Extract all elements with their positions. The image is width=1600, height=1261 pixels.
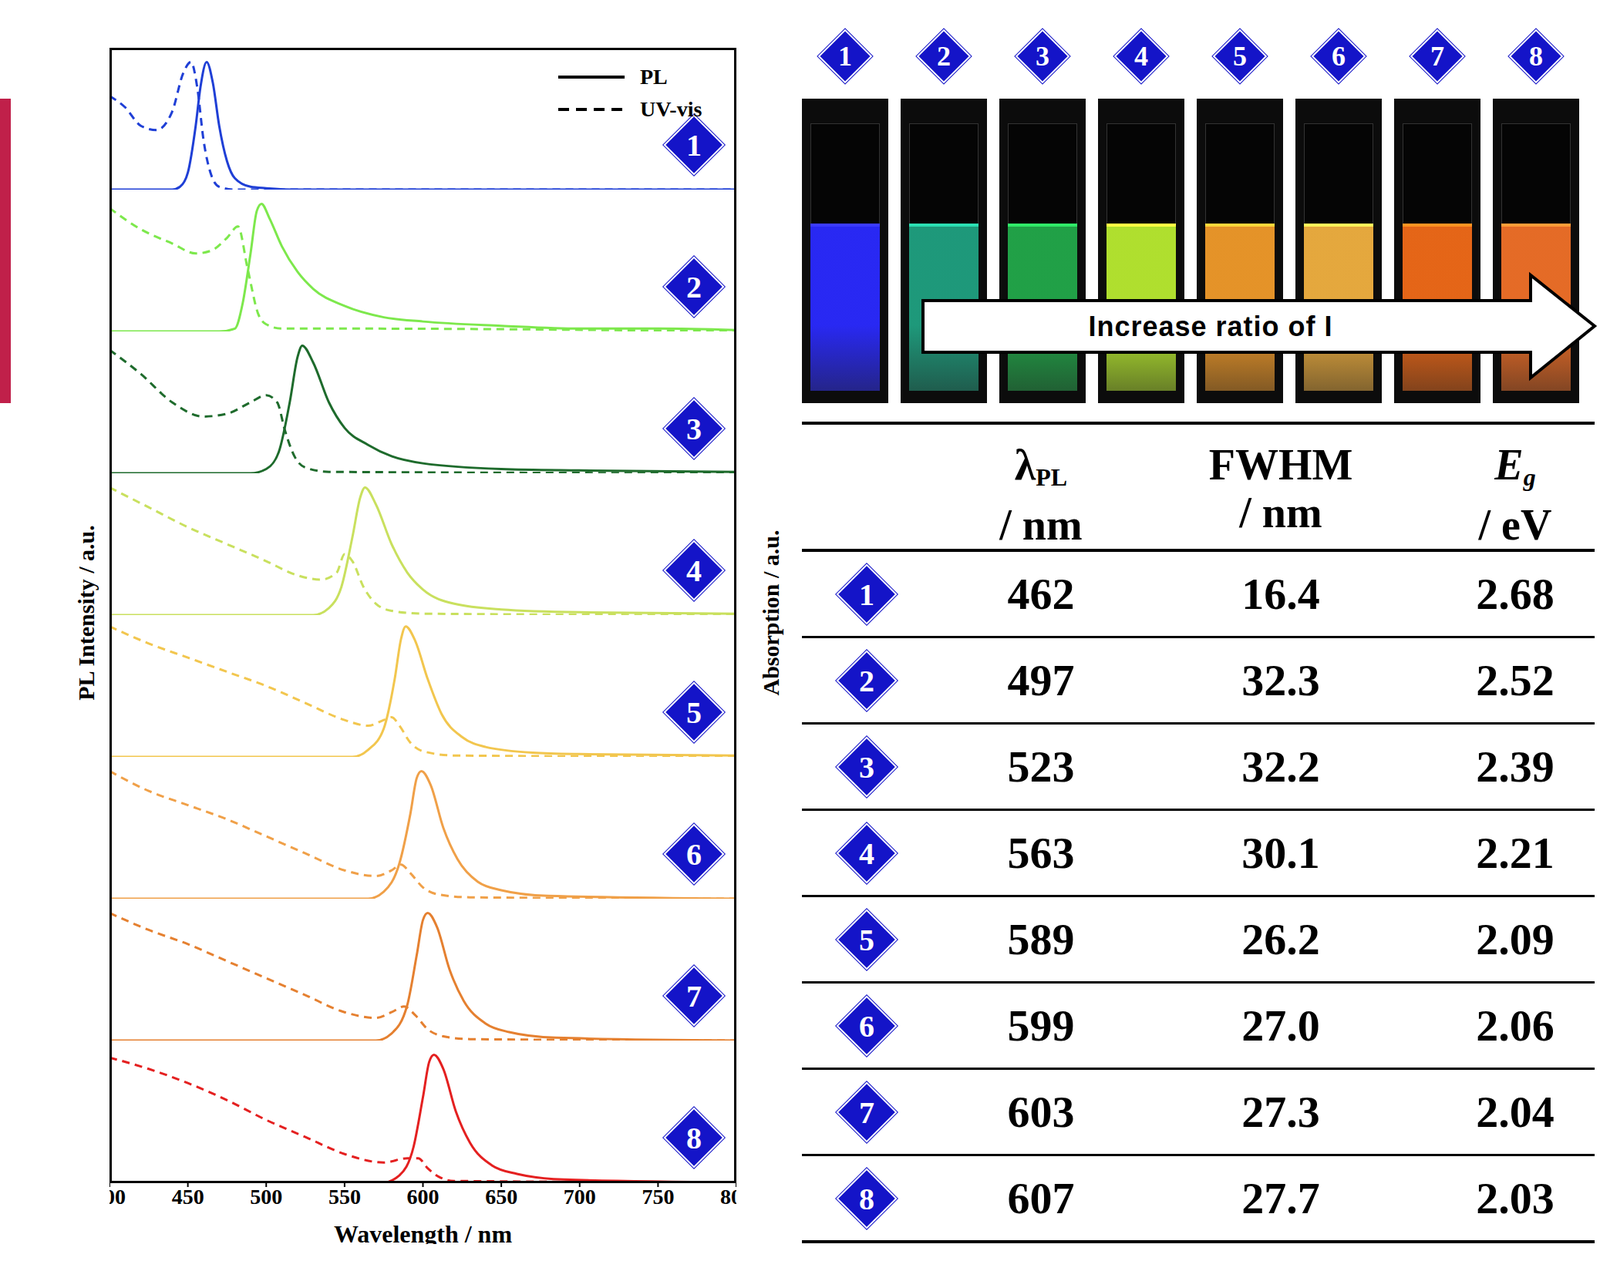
- html-text:3: 3: [1035, 40, 1050, 72]
- html-text:599: 599: [1007, 1000, 1075, 1051]
- html-text:607: 607: [1007, 1173, 1075, 1224]
- html-text:7: 7: [1430, 40, 1445, 72]
- html-text:UV-vis: UV-vis: [640, 97, 702, 122]
- svg-text:550: 550: [328, 1185, 361, 1210]
- svg-text:650: 650: [485, 1185, 518, 1210]
- html-text:5: 5: [1232, 40, 1247, 72]
- html-text:/ nm: / nm: [1239, 488, 1323, 537]
- html-text:27.0: 27.0: [1241, 1000, 1320, 1051]
- html-text:2.06: 2.06: [1476, 1000, 1555, 1051]
- html-text:2.39: 2.39: [1476, 741, 1555, 792]
- html-text:PL Intensity / a.u.: PL Intensity / a.u.: [73, 525, 99, 701]
- html-text:3: 3: [858, 749, 875, 785]
- svg-text:Wavelength / nm: Wavelength / nm: [333, 1220, 512, 1245]
- html-text:27.7: 27.7: [1241, 1173, 1320, 1224]
- html-text:λPL: λPL: [1014, 441, 1068, 492]
- html-text:563: 563: [1007, 828, 1075, 879]
- html-text:6: 6: [1331, 40, 1346, 72]
- html-text:7: 7: [686, 978, 702, 1014]
- html-text:FWHM: FWHM: [1208, 441, 1353, 489]
- html-text:6: 6: [686, 837, 702, 872]
- svg-text:600: 600: [407, 1185, 440, 1210]
- html-text:26.2: 26.2: [1241, 914, 1320, 965]
- html-text:PL: PL: [640, 64, 668, 89]
- html-text:2: 2: [686, 269, 702, 305]
- html-text:1: 1: [838, 40, 853, 72]
- html-text:2: 2: [936, 40, 951, 72]
- html-text:Eg: Eg: [1494, 441, 1536, 492]
- svg-text:700: 700: [563, 1185, 597, 1210]
- html-text:Absorption / a.u.: Absorption / a.u.: [757, 530, 784, 696]
- html-text:523: 523: [1007, 741, 1075, 792]
- html-text:497: 497: [1007, 655, 1075, 706]
- html-text:462: 462: [1007, 569, 1075, 620]
- html-text:3: 3: [686, 411, 702, 447]
- svg-text:800: 800: [720, 1185, 737, 1210]
- svg-text:500: 500: [249, 1185, 283, 1210]
- html-text:2.21: 2.21: [1476, 828, 1555, 879]
- html-text:4: 4: [686, 553, 702, 588]
- svg-text:750: 750: [641, 1185, 674, 1210]
- html-text:589: 589: [1007, 914, 1075, 965]
- html-text:5: 5: [686, 695, 702, 730]
- html-text:4: 4: [858, 836, 875, 871]
- html-text:603: 603: [1007, 1087, 1075, 1138]
- html-text:2.52: 2.52: [1476, 655, 1555, 706]
- html-text:8: 8: [858, 1181, 875, 1217]
- html-text:1: 1: [686, 127, 702, 163]
- html-text:2: 2: [858, 663, 875, 699]
- html-text:32.3: 32.3: [1241, 655, 1320, 706]
- html-text:7: 7: [858, 1095, 875, 1131]
- svg-text:400: 400: [109, 1185, 126, 1210]
- html-text:16.4: 16.4: [1241, 569, 1320, 620]
- svg-text:Increase ratio of I: Increase ratio of I: [1088, 310, 1333, 343]
- html-text:27.3: 27.3: [1241, 1087, 1320, 1138]
- html-text:2.03: 2.03: [1476, 1173, 1555, 1224]
- html-text:5: 5: [858, 922, 875, 958]
- html-text:2.04: 2.04: [1476, 1087, 1555, 1138]
- html-text:8: 8: [1529, 40, 1543, 72]
- svg-text:450: 450: [171, 1185, 205, 1210]
- html-text:/ nm: / nm: [999, 501, 1083, 550]
- html-text:2.68: 2.68: [1476, 569, 1555, 620]
- html-text:4: 4: [1134, 40, 1149, 72]
- html-text:8: 8: [686, 1120, 702, 1156]
- html-text:1: 1: [858, 577, 875, 612]
- html-text:6: 6: [858, 1008, 875, 1044]
- html-text:2.09: 2.09: [1476, 914, 1555, 965]
- html-text:/ eV: / eV: [1478, 501, 1552, 550]
- html-text:32.2: 32.2: [1241, 741, 1320, 792]
- html-text:30.1: 30.1: [1241, 828, 1320, 879]
